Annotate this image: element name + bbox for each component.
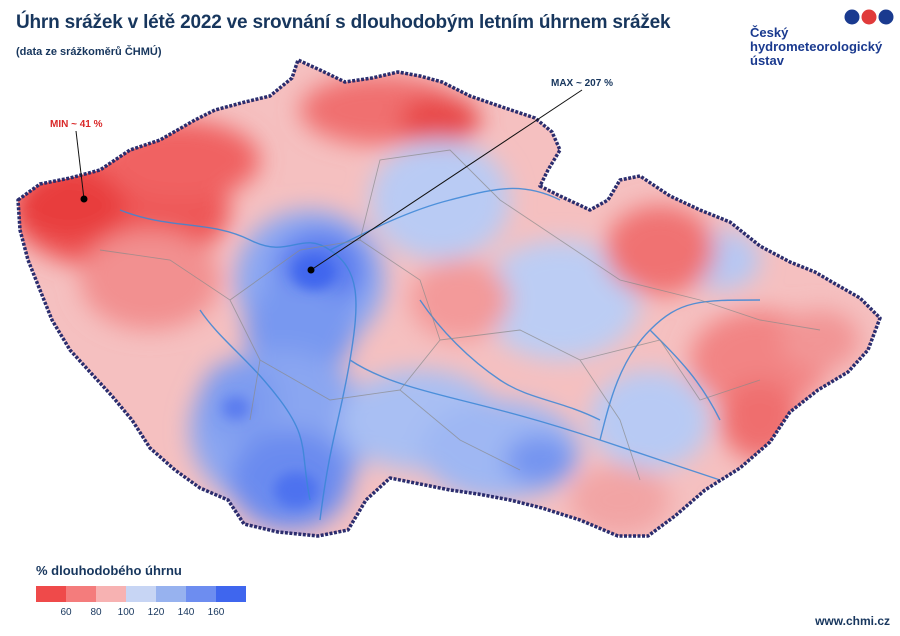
legend-ticks: 60 80 100 120 140 160 <box>36 607 276 621</box>
country-border <box>16 58 882 538</box>
max-pointer-line <box>310 89 583 271</box>
legend-swatch-6 <box>216 586 246 602</box>
legend-swatch-2 <box>96 586 126 602</box>
min-marker <box>80 195 88 203</box>
max-label: MAX ~ 207 % <box>551 78 613 89</box>
legend-tick-label: 60 <box>60 607 72 618</box>
legend-swatch-4 <box>156 586 186 602</box>
district-boundaries <box>99 149 821 481</box>
legend-tick-label: 120 <box>147 607 165 618</box>
legend-title: % dlouhodobého úhrnu <box>36 563 182 578</box>
legend-color-scale <box>36 586 246 602</box>
map-subtitle: (data ze srážkoměrů ČHMÚ) <box>16 46 162 58</box>
logo-dots-icon <box>844 9 894 25</box>
rivers <box>119 187 761 521</box>
legend-swatch-5 <box>186 586 216 602</box>
website-link[interactable]: www.chmi.cz <box>815 614 890 628</box>
chmi-logo: Český hydrometeorologický ústav <box>750 8 895 68</box>
logo-text: Český hydrometeorologický ústav <box>750 25 883 68</box>
legend-tick-label: 140 <box>177 607 195 618</box>
legend-tick-label: 80 <box>90 607 102 618</box>
legend-tick-label: 100 <box>117 607 135 618</box>
max-marker <box>307 266 315 274</box>
legend-tick-label: 160 <box>207 607 225 618</box>
map-title: Úhrn srážek v létě 2022 ve srovnání s dl… <box>16 12 671 33</box>
legend-swatch-0 <box>36 586 66 602</box>
min-label: MIN ~ 41 % <box>50 119 103 130</box>
legend-swatch-1 <box>66 586 96 602</box>
min-pointer-line <box>75 130 85 200</box>
legend-swatch-3 <box>126 586 156 602</box>
